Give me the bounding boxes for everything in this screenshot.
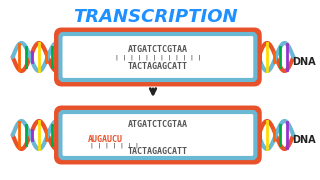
Text: | | | | | | | | | | | |: | | | | | | | | | | | |	[115, 54, 201, 60]
Text: ATGATCTCGTAA: ATGATCTCGTAA	[128, 44, 188, 53]
Text: | | | | | | |: | | | | | | |	[90, 142, 139, 148]
Text: TRANSCRIPTION: TRANSCRIPTION	[74, 8, 238, 26]
Text: ATGATCTCGTAA: ATGATCTCGTAA	[128, 120, 188, 129]
Text: DNA: DNA	[292, 57, 316, 67]
Text: RNA: RNA	[181, 129, 203, 138]
Text: TACTAGAGCATT: TACTAGAGCATT	[128, 147, 188, 156]
FancyBboxPatch shape	[58, 31, 258, 83]
Text: DNA: DNA	[292, 135, 316, 145]
Text: AUGAUCU: AUGAUCU	[88, 136, 123, 145]
Text: TACTAGAGCATT: TACTAGAGCATT	[128, 62, 188, 71]
FancyBboxPatch shape	[58, 109, 258, 161]
